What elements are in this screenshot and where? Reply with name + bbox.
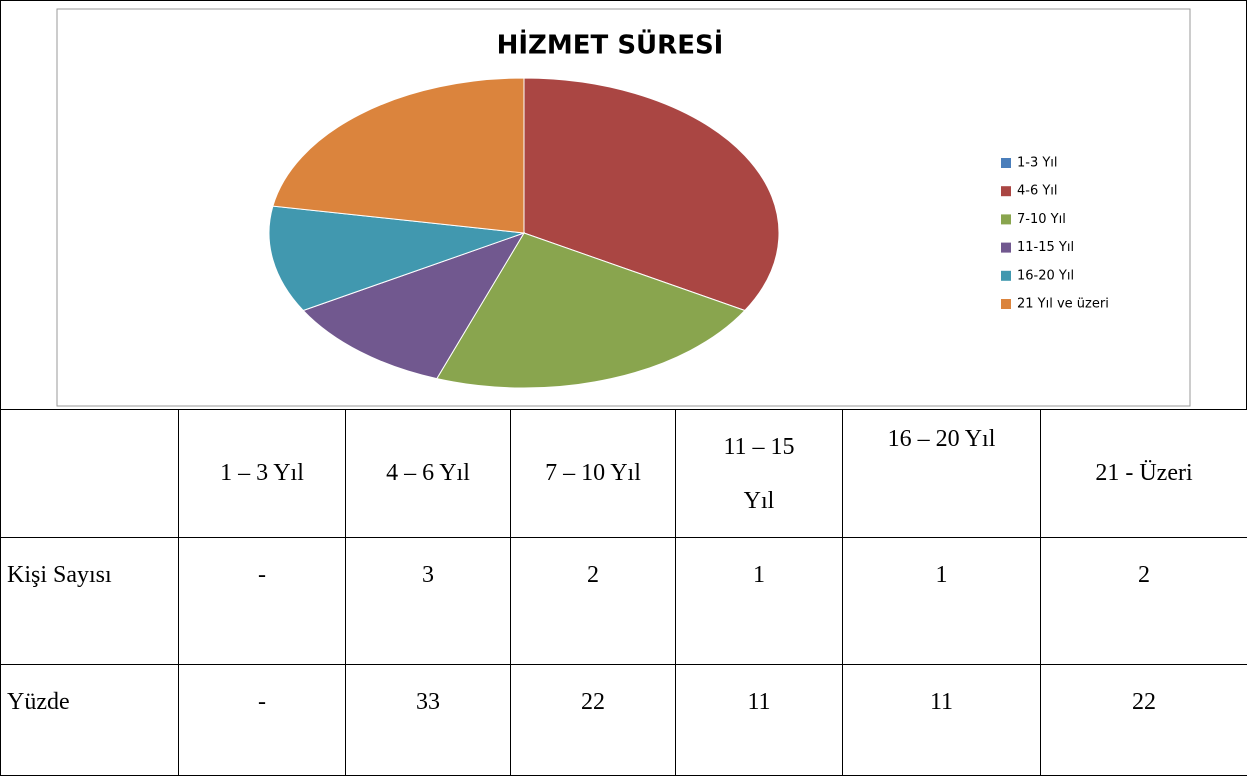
header-cell: 4 – 6 Yıl: [346, 410, 511, 538]
legend-label: 4-6 Yıl: [1017, 184, 1058, 199]
data-cell: 22: [1041, 665, 1247, 776]
data-cell: 11: [676, 665, 843, 776]
data-cell: 3: [346, 538, 511, 665]
data-cell: -: [179, 538, 346, 665]
corner-cell: [1, 410, 179, 538]
data-cell: 22: [511, 665, 676, 776]
legend-label: 21 Yıl ve üzeri: [1017, 297, 1109, 312]
header-cell: 7 – 10 Yıl: [511, 410, 676, 538]
legend-swatch: [1001, 186, 1011, 196]
chart-title: HİZMET SÜRESİ: [497, 28, 724, 61]
chart: HİZMET SÜRESİ 1-3 Yıl 4-6 Yıl 7-10 Yıl 11-1…: [1, 1, 1246, 410]
legend-swatch: [1001, 158, 1011, 168]
data-table: 1 – 3 Yıl 4 – 6 Yıl 7 – 10 Yıl 11 – 15 Y…: [0, 409, 1247, 776]
data-cell: 11: [843, 665, 1041, 776]
legend-label: 1-3 Yıl: [1017, 156, 1058, 171]
legend-swatch: [1001, 214, 1011, 224]
legend-label: 16-20 Yıl: [1017, 268, 1074, 283]
header-cell: 21 - Üzeri: [1041, 410, 1247, 538]
row-label: Yüzde: [1, 665, 179, 776]
row-label: Kişi Sayısı: [1, 538, 179, 665]
data-cell: 2: [511, 538, 676, 665]
data-cell: -: [179, 665, 346, 776]
data-cell: 2: [1041, 538, 1247, 665]
legend-swatch: [1001, 299, 1011, 309]
header-cell: 1 – 3 Yıl: [179, 410, 346, 538]
header-cell: 16 – 20 Yıl: [843, 410, 1041, 538]
data-cell: 33: [346, 665, 511, 776]
chart-frame: HİZMET SÜRESİ 1-3 Yıl 4-6 Yıl 7-10 Yıl 11-1…: [0, 0, 1247, 410]
data-cell: 1: [843, 538, 1041, 665]
legend-swatch: [1001, 243, 1011, 253]
data-cell: 1: [676, 538, 843, 665]
legend-label: 7-10 Yıl: [1017, 212, 1066, 227]
legend-swatch: [1001, 271, 1011, 281]
legend-label: 11-15 Yıl: [1017, 240, 1074, 255]
header-cell: 11 – 15 Yıl: [676, 410, 843, 538]
